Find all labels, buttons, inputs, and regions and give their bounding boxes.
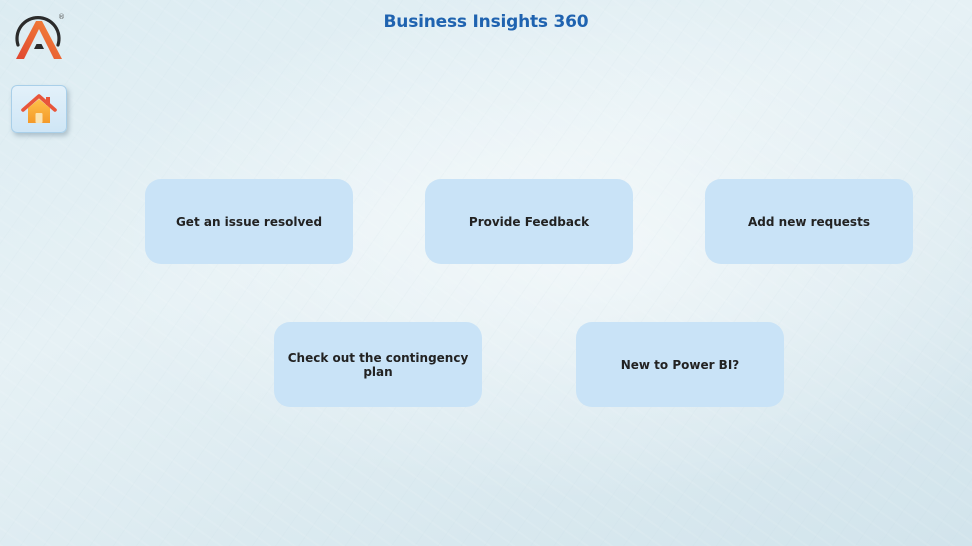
- brand-logo: ®: [12, 11, 66, 61]
- contingency-plan-button[interactable]: Check out the contingency plan: [274, 322, 482, 407]
- new-to-power-bi-button[interactable]: New to Power BI?: [576, 322, 784, 407]
- card-label: Check out the contingency plan: [287, 350, 469, 379]
- home-icon: [21, 94, 57, 123]
- provide-feedback-button[interactable]: Provide Feedback: [425, 179, 633, 264]
- card-label: Add new requests: [748, 214, 870, 229]
- registered-mark: ®: [58, 13, 65, 21]
- card-label: New to Power BI?: [620, 357, 740, 372]
- page-title: Business Insights 360: [383, 12, 589, 32]
- card-label: Provide Feedback: [468, 214, 590, 229]
- card-label: Get an issue resolved: [175, 214, 323, 229]
- get-issue-resolved-button[interactable]: Get an issue resolved: [145, 179, 353, 264]
- home-button[interactable]: [11, 85, 67, 133]
- add-new-requests-button[interactable]: Add new requests: [705, 179, 913, 264]
- brand-logo-icon: ®: [15, 13, 65, 59]
